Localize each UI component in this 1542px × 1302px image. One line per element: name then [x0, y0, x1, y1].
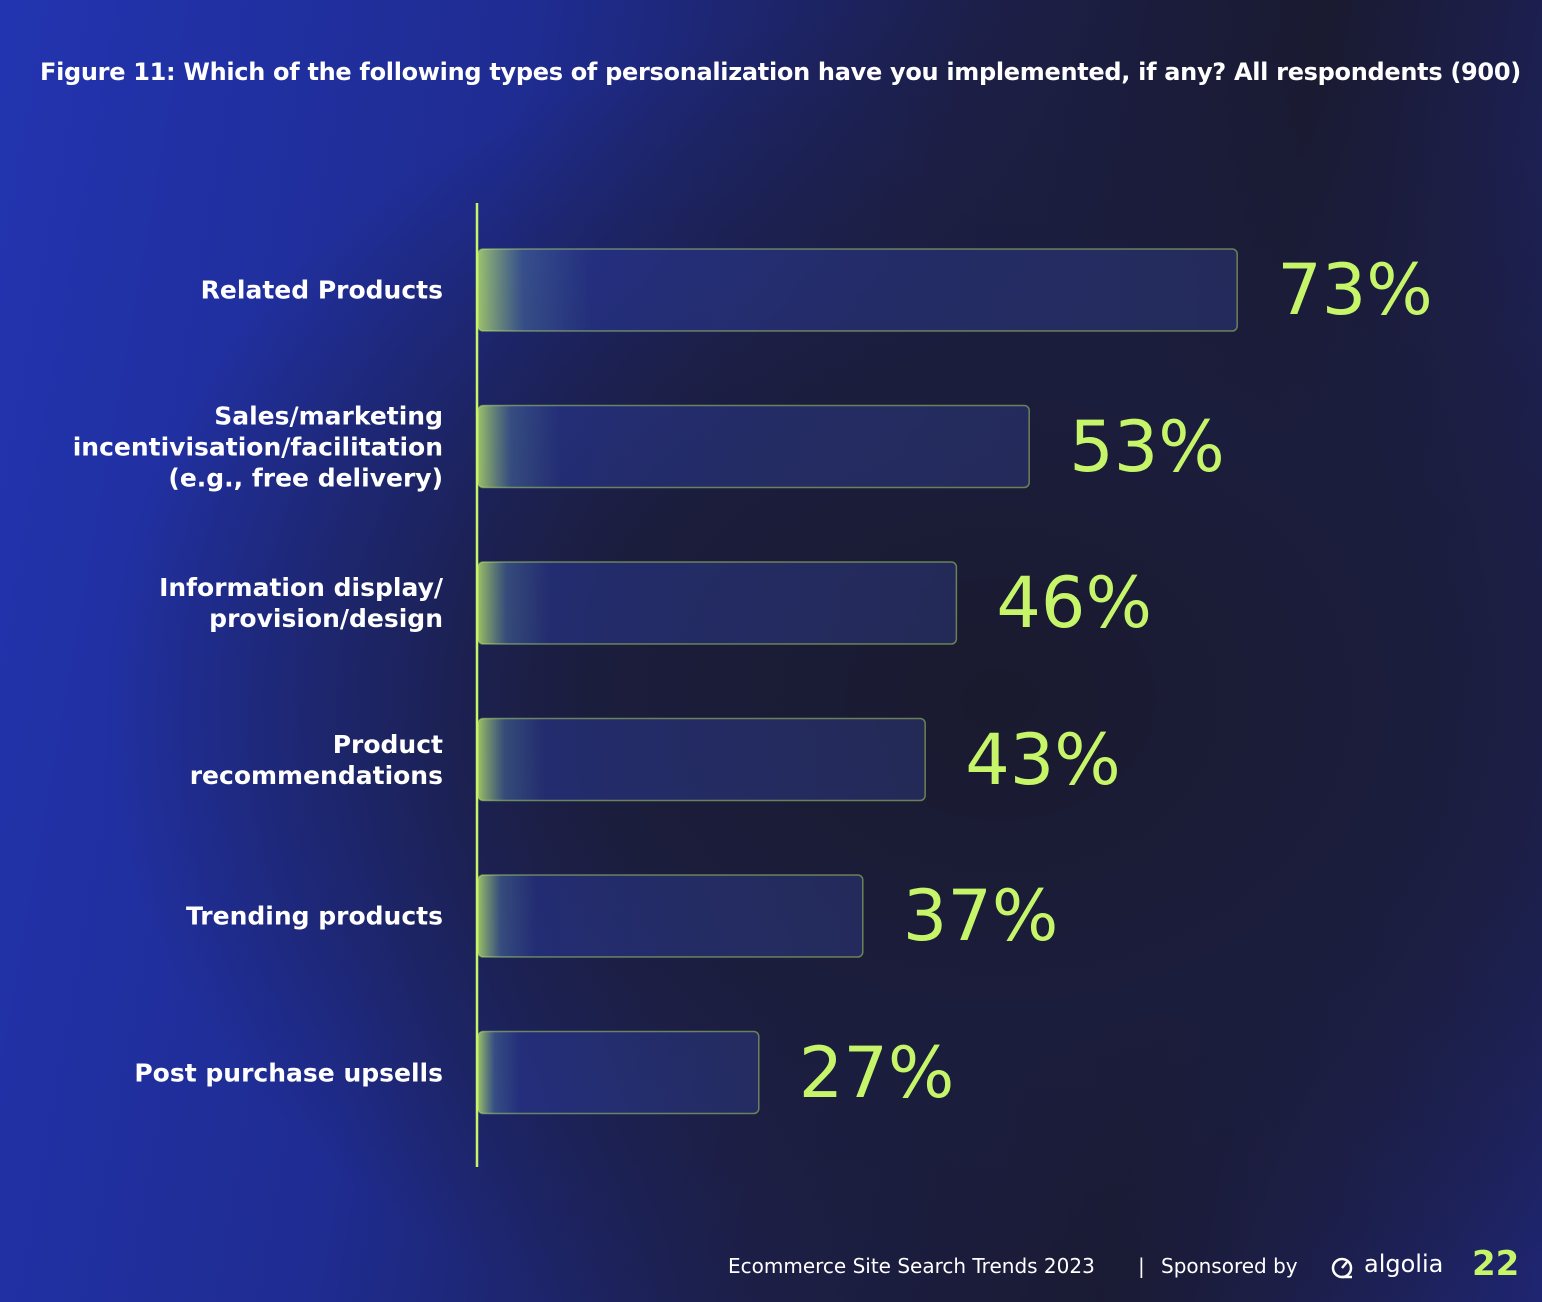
footer-brand: algolia [1364, 1250, 1444, 1278]
category-label: Product recommendations [189, 729, 443, 790]
bar [477, 1030, 760, 1115]
value-label: 37% [902, 875, 1059, 957]
chart-title: Figure 11: Which of the following types … [40, 58, 1521, 86]
footer-report: Ecommerce Site Search Trends 2023 [728, 1254, 1095, 1278]
value-label: 27% [798, 1031, 955, 1114]
value-label: 73% [1277, 249, 1433, 331]
category-label: Trending products [186, 901, 443, 931]
category-label: Information display/ provision/design [159, 573, 443, 633]
bar [477, 874, 864, 958]
algolia-logo [1331, 1257, 1353, 1279]
footer-separator: | [1138, 1254, 1145, 1278]
category-label: Post purchase upsells [134, 1058, 443, 1087]
bar [477, 248, 1238, 332]
bar [477, 404, 1030, 489]
value-label: 53% [1069, 405, 1225, 488]
footer-sponsor: Sponsored by [1161, 1254, 1298, 1278]
category-label: Sales/marketing incentivisation/facilita… [72, 401, 443, 492]
category-label: Related Products [200, 275, 443, 305]
value-label: 46% [996, 562, 1152, 644]
bar [477, 561, 958, 645]
page-number: 22 [1472, 1244, 1520, 1284]
value-label: 43% [965, 718, 1121, 801]
bar [477, 717, 926, 802]
